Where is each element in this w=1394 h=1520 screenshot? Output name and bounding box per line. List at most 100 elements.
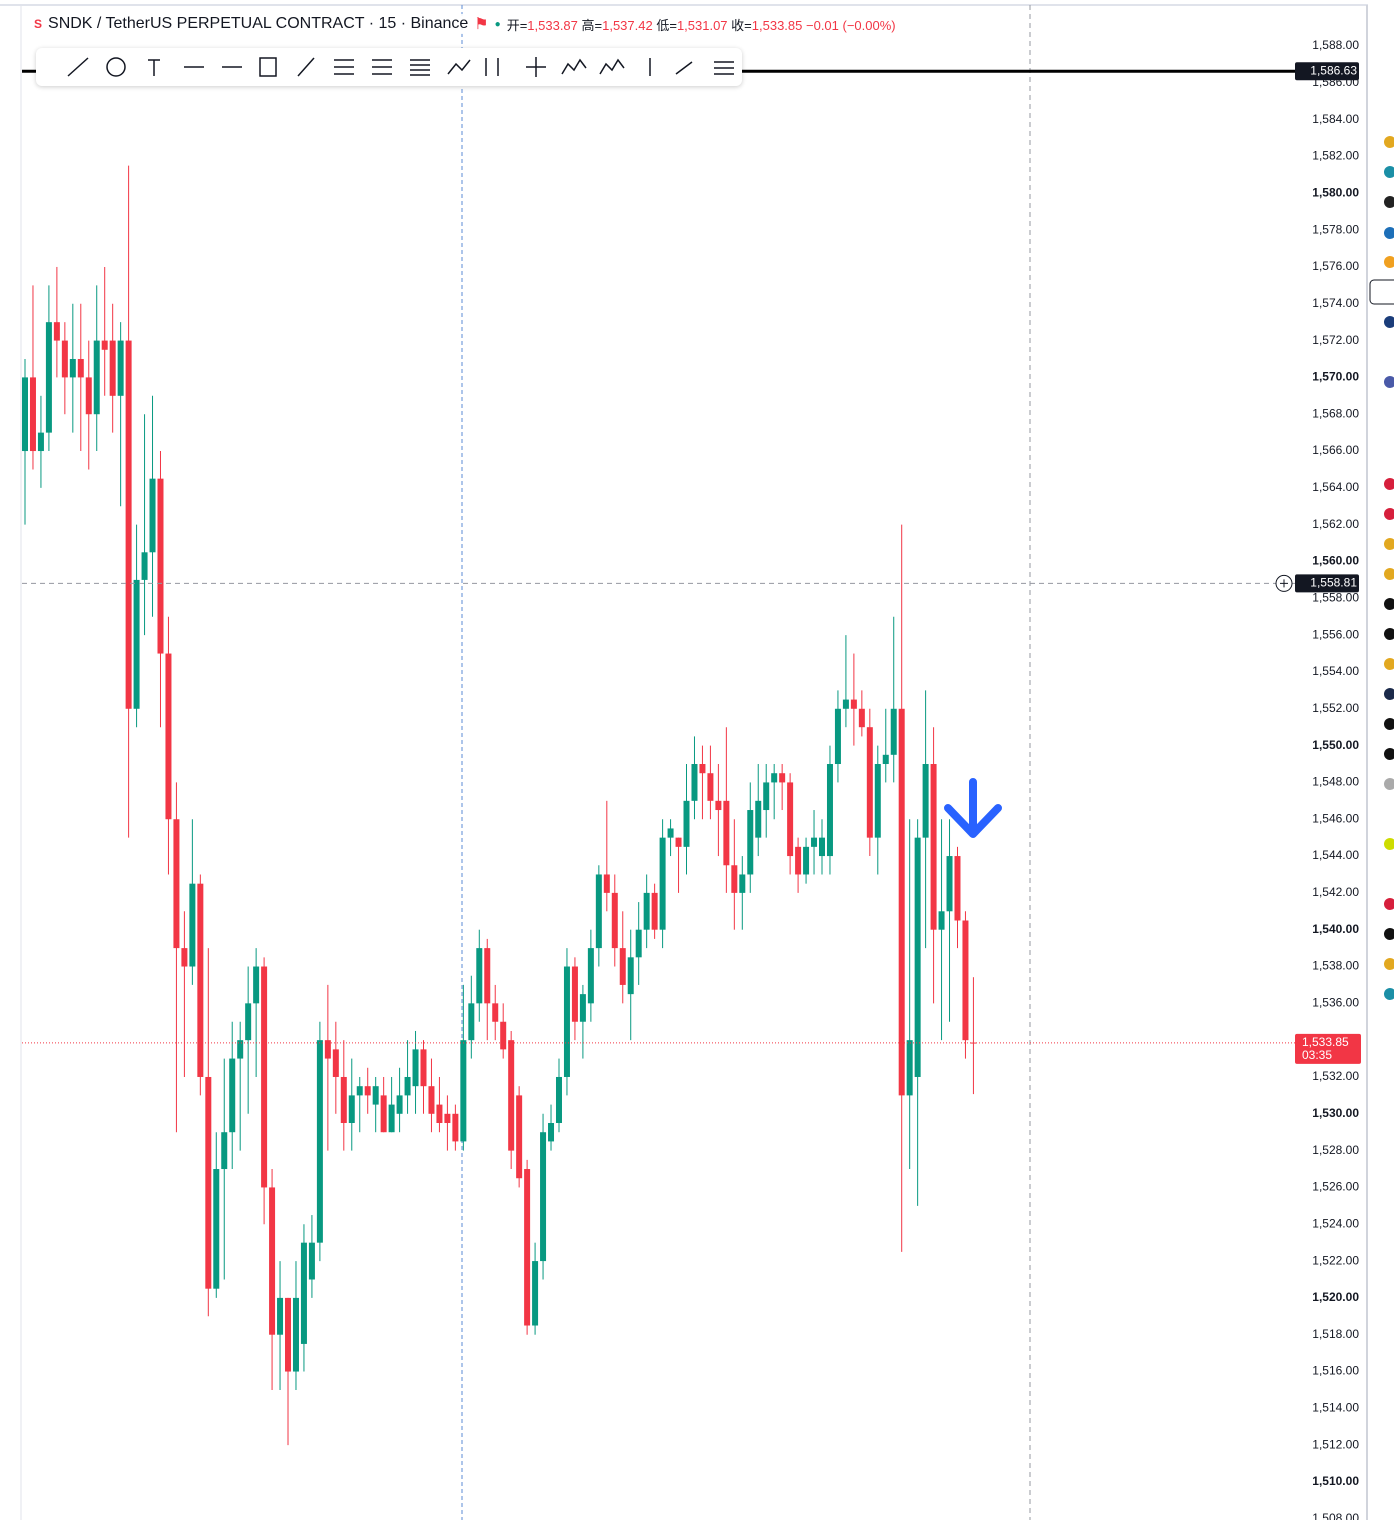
- candle-body: [101, 340, 108, 350]
- candle-body: [675, 837, 682, 847]
- candle-body: [699, 764, 706, 774]
- candle-body: [492, 1003, 499, 1022]
- candle-body: [149, 478, 156, 553]
- candle-body: [659, 837, 666, 930]
- candle-body: [157, 478, 164, 654]
- y-tick-label: 1,542.00: [1312, 885, 1359, 899]
- candle-body: [842, 699, 849, 709]
- y-tick-label: 1,566.00: [1312, 443, 1359, 457]
- price-label: 1,586.63: [1310, 63, 1357, 77]
- flag-icon: ⚑: [474, 16, 489, 33]
- y-tick-label: 1,554.00: [1312, 664, 1359, 678]
- label: 开=: [506, 17, 528, 33]
- candle-body: [787, 782, 794, 857]
- candle-body: [850, 699, 857, 709]
- candle-body: [476, 948, 483, 1004]
- candle-body: [755, 800, 762, 838]
- y-tick-label: 1,574.00: [1312, 296, 1359, 310]
- candle-body: [277, 1297, 284, 1335]
- candle-body: [428, 1086, 435, 1114]
- candle-body: [484, 948, 491, 1004]
- candle-body: [532, 1261, 539, 1326]
- candle-body: [285, 1297, 292, 1372]
- y-tick-label: 1,572.00: [1312, 333, 1359, 347]
- symbol-icon: S: [34, 17, 43, 31]
- candle-body: [69, 358, 76, 378]
- candle-body: [77, 358, 84, 378]
- label: 高=: [581, 17, 603, 33]
- candle-body: [245, 1003, 252, 1041]
- candle-body: [436, 1104, 443, 1124]
- y-tick-label: 1,526.00: [1312, 1180, 1359, 1194]
- candle-body: [946, 856, 953, 912]
- candle-body: [691, 764, 698, 801]
- y-tick-label: 1,532.00: [1312, 1069, 1359, 1083]
- drawing-toolbar: [36, 48, 742, 86]
- candle-body: [651, 892, 658, 930]
- candle-body: [197, 883, 204, 1077]
- candle-body: [508, 1040, 515, 1151]
- candle-body: [468, 1003, 475, 1041]
- y-tick-label: 1,568.00: [1312, 406, 1359, 420]
- y-tick-label: 1,540.00: [1312, 922, 1359, 936]
- candle-body: [771, 773, 778, 783]
- candle-body: [858, 708, 865, 728]
- candle-body: [819, 837, 825, 857]
- value: 1,533.87: [527, 17, 578, 33]
- ohlc: 开=1,533.87 高=1,537.42 低=1,531.07 收=1,533…: [507, 15, 896, 34]
- candle-body: [460, 1040, 467, 1142]
- down-arrow: [944, 778, 1002, 838]
- candle-body: [205, 1076, 212, 1289]
- candle-body: [555, 1076, 562, 1124]
- candle-body: [181, 948, 188, 967]
- candle-body: [731, 865, 738, 893]
- candle-body: [165, 653, 172, 820]
- y-tick-label: 1,522.00: [1312, 1253, 1359, 1267]
- candle-body: [938, 911, 945, 930]
- label: 低=: [656, 17, 677, 33]
- candle-body: [524, 1169, 531, 1326]
- candle-body: [811, 837, 818, 847]
- candle-body: [540, 1132, 547, 1262]
- candle-body: [898, 708, 905, 1096]
- candle-body: [292, 1297, 299, 1372]
- candle-body: [261, 966, 268, 1188]
- candle-body: [380, 1095, 387, 1133]
- candle-body: [683, 800, 690, 847]
- candle-body: [803, 846, 810, 875]
- y-tick-label: 1,524.00: [1312, 1216, 1359, 1230]
- y-tick-label: 1,576.00: [1312, 259, 1359, 273]
- value: 1,537.42: [602, 17, 653, 33]
- candle-body: [723, 800, 730, 866]
- y-tick-label: 1,564.00: [1312, 480, 1359, 494]
- candle-body: [954, 856, 961, 921]
- y-tick-label: 1,514.00: [1312, 1401, 1359, 1415]
- candle-body: [61, 340, 68, 378]
- candle-body: [253, 966, 260, 1004]
- candle-body: [627, 957, 634, 995]
- value: 1,531.07: [676, 17, 728, 33]
- price-label-box: [1295, 62, 1359, 81]
- candle-body: [412, 1049, 419, 1087]
- candle-body: [340, 1076, 347, 1124]
- y-tick-label: 1,546.00: [1312, 811, 1359, 825]
- candle-body: [173, 819, 180, 949]
- y-tick-label: 1,538.00: [1312, 959, 1359, 973]
- candle-body: [396, 1095, 403, 1114]
- y-tick-label: 1,584.00: [1312, 112, 1359, 126]
- candle-body: [516, 1095, 523, 1179]
- candle-body: [611, 892, 618, 949]
- candle-body: [213, 1169, 220, 1289]
- add-icon-plus: [1280, 579, 1288, 588]
- candle-body: [643, 892, 650, 930]
- y-tick-label: 1,582.00: [1312, 149, 1359, 163]
- candle-body: [914, 837, 921, 1077]
- candle-body: [37, 432, 44, 452]
- candle-body: [779, 773, 786, 783]
- candle-body: [667, 828, 674, 838]
- candle-body: [834, 708, 841, 765]
- candle-body: [874, 764, 881, 838]
- candle-body: [109, 340, 116, 396]
- candle-body: [930, 764, 937, 930]
